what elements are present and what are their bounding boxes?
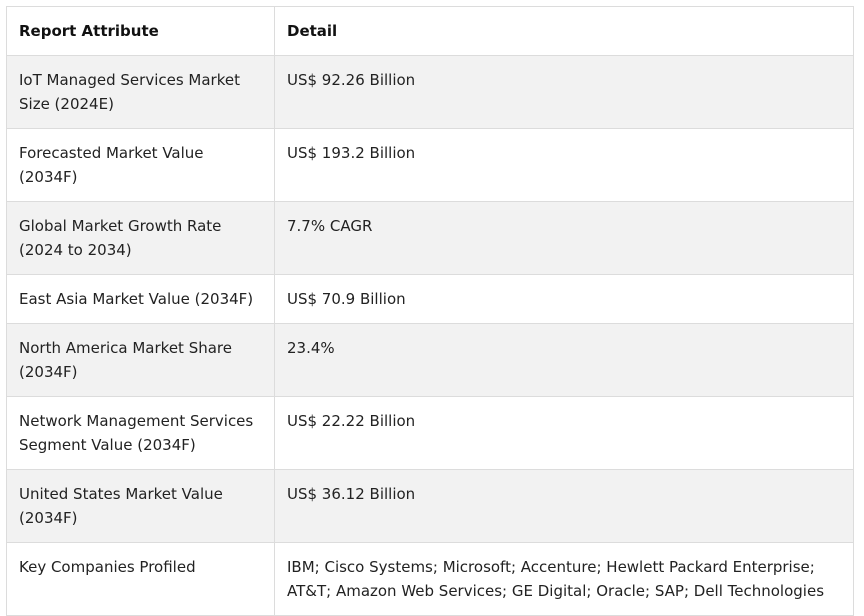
row-attribute-cell: Global Market Growth Rate (2024 to 2034) [6,201,275,275]
row-attribute-cell: IoT Managed Services Market Size (2024E) [6,55,275,129]
row-detail-cell: US$ 36.12 Billion [274,469,854,543]
table-row: North America Market Share (2034F) 23.4% [6,323,854,397]
row-attribute-cell: Key Companies Profiled [6,542,275,616]
row-detail-cell: 7.7% CAGR [274,201,854,275]
table-row: Forecasted Market Value (2034F) US$ 193.… [6,128,854,202]
row-detail-cell: US$ 193.2 Billion [274,128,854,202]
table-row: Network Management Services Segment Valu… [6,396,854,470]
row-attribute-cell: United States Market Value (2034F) [6,469,275,543]
row-attribute-cell: North America Market Share (2034F) [6,323,275,397]
table-row: Global Market Growth Rate (2024 to 2034)… [6,201,854,275]
report-attributes-table: Report Attribute Detail IoT Managed Serv… [6,6,854,616]
row-attribute-cell: Forecasted Market Value (2034F) [6,128,275,202]
row-detail-cell: US$ 70.9 Billion [274,274,854,324]
table-row: Key Companies Profiled IBM; Cisco System… [6,542,854,616]
column-header-detail: Detail [274,6,854,56]
table-row: United States Market Value (2034F) US$ 3… [6,469,854,543]
row-detail-cell: IBM; Cisco Systems; Microsoft; Accenture… [274,542,854,616]
row-attribute-cell: Network Management Services Segment Valu… [6,396,275,470]
row-attribute-cell: East Asia Market Value (2034F) [6,274,275,324]
row-detail-cell: 23.4% [274,323,854,397]
column-header-report-attribute: Report Attribute [6,6,275,56]
row-detail-cell: US$ 22.22 Billion [274,396,854,470]
table-row: East Asia Market Value (2034F) US$ 70.9 … [6,274,854,324]
table-header-row: Report Attribute Detail [6,6,854,56]
row-detail-cell: US$ 92.26 Billion [274,55,854,129]
table-row: IoT Managed Services Market Size (2024E)… [6,55,854,129]
